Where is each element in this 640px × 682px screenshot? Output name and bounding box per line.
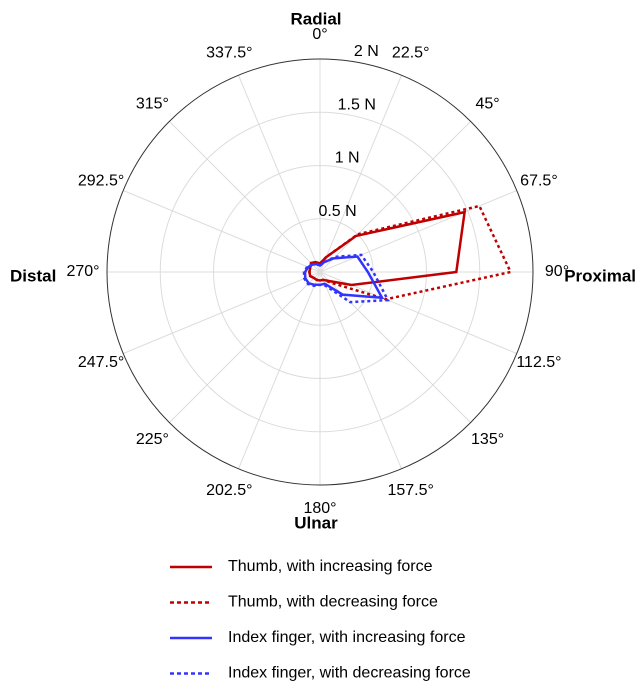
angle-label: 202.5° <box>206 482 252 499</box>
angle-label: 292.5° <box>78 173 124 190</box>
angle-label: 22.5° <box>392 44 430 61</box>
angle-label: 45° <box>475 96 499 113</box>
direction-label: Ulnar <box>294 513 338 532</box>
angle-label: 90° <box>545 263 569 280</box>
angle-label: 0° <box>312 26 327 43</box>
legend-label: Thumb, with decreasing force <box>228 594 438 611</box>
r-tick-label: 1.5 N <box>338 96 376 113</box>
r-tick-label: 1 N <box>335 150 360 167</box>
angle-label: 247.5° <box>78 354 124 371</box>
r-tick-label: 0.5 N <box>318 203 356 220</box>
legend-label: Thumb, with increasing force <box>228 558 433 575</box>
outer-ring <box>106 58 534 486</box>
r-tick-label: 2 N <box>354 43 379 60</box>
angle-label: 135° <box>471 431 504 448</box>
legend-label: Index finger, with decreasing force <box>228 665 471 682</box>
angle-label: 225° <box>136 431 169 448</box>
angle-label: 67.5° <box>520 173 558 190</box>
grid-ring <box>266 218 374 326</box>
angle-label: 180° <box>303 500 336 517</box>
angle-label: 157.5° <box>387 482 433 499</box>
angle-label: 315° <box>136 96 169 113</box>
legend-label: Index finger, with increasing force <box>228 629 466 646</box>
direction-label: Radial <box>290 9 341 28</box>
direction-label: Distal <box>10 266 56 285</box>
angle-label: 337.5° <box>206 44 252 61</box>
angle-label: 112.5° <box>516 354 561 371</box>
grid-ring <box>159 111 481 433</box>
series-line <box>302 253 390 304</box>
angle-label: 270° <box>66 263 99 280</box>
direction-label: Proximal <box>564 266 636 285</box>
grid-ring <box>213 165 427 379</box>
series-line <box>308 210 467 287</box>
